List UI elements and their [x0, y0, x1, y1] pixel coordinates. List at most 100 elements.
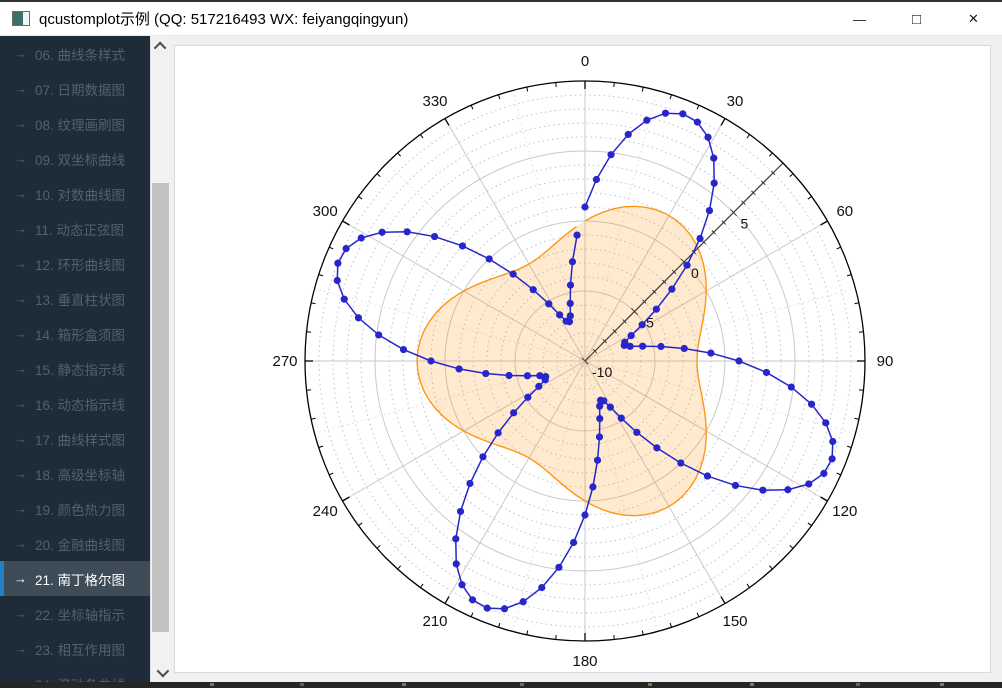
- data-point-marker: [679, 110, 687, 118]
- sidebar-item-label: 08. 纹理画刷图: [35, 117, 126, 133]
- arrow-icon: →: [14, 606, 27, 621]
- data-point-marker: [456, 507, 465, 516]
- sidebar-item-16[interactable]: → 16. 动态指示线: [0, 386, 150, 421]
- data-point-marker: [479, 453, 487, 461]
- data-point-marker: [529, 286, 537, 294]
- sidebar-item-label: 06. 曲线条样式: [35, 47, 126, 63]
- data-point-marker: [822, 419, 830, 427]
- sidebar-item-12[interactable]: → 12. 环形曲线图: [0, 246, 150, 281]
- radial-axis-tick: [652, 289, 657, 294]
- arrow-icon: →: [14, 46, 27, 61]
- data-point-marker: [657, 342, 665, 351]
- arrow-icon: →: [14, 641, 27, 656]
- arrow-icon: →: [14, 221, 27, 236]
- sidebar-item-14[interactable]: → 14. 箱形盒须图: [0, 316, 150, 351]
- angular-tick-label: 330: [422, 93, 447, 110]
- sidebar-item-06[interactable]: → 06. 曲线条样式: [0, 36, 150, 71]
- radial-axis-tick: [642, 299, 647, 304]
- angular-tick-label: 90: [877, 353, 894, 370]
- arrow-icon: →: [14, 501, 27, 516]
- data-point-marker: [523, 372, 532, 380]
- scroll-down-button[interactable]: [151, 662, 171, 682]
- arrow-icon: →: [14, 291, 27, 306]
- angular-subtick: [854, 417, 859, 420]
- window-controls: — □ ✕: [831, 2, 1002, 36]
- arrow-icon: →: [14, 256, 27, 271]
- sidebar-item-10[interactable]: → 10. 对数曲线图: [0, 176, 150, 211]
- data-point-marker: [458, 242, 467, 250]
- sidebar-item-08[interactable]: → 08. 纹理画刷图: [0, 106, 150, 141]
- sidebar-item-17[interactable]: → 17. 曲线样式图: [0, 421, 150, 456]
- sidebar-item-22[interactable]: → 22. 坐标轴指示: [0, 596, 150, 631]
- angular-tick: [342, 496, 350, 502]
- angular-subtick: [789, 173, 794, 178]
- sidebar-item-15[interactable]: → 15. 静态指示线: [0, 351, 150, 386]
- angular-subtick: [397, 152, 402, 157]
- scroll-up-button[interactable]: [151, 36, 171, 56]
- data-point-marker: [566, 312, 574, 320]
- data-point-marker: [596, 396, 605, 404]
- data-point-marker: [661, 109, 670, 117]
- data-point-marker: [683, 261, 691, 269]
- data-point-marker: [455, 365, 463, 373]
- sidebar-item-23[interactable]: → 23. 相互作用图: [0, 631, 150, 666]
- chevron-down-icon: [156, 664, 169, 677]
- sidebar-item-11[interactable]: → 11. 动态正弦图: [0, 211, 150, 246]
- radial-grid-circle: [374, 150, 796, 572]
- data-point-marker: [403, 228, 411, 236]
- data-point-marker: [829, 437, 837, 446]
- data-point-marker: [735, 357, 743, 365]
- data-point-marker: [509, 270, 517, 278]
- data-point-marker: [452, 560, 460, 568]
- angular-subtick: [358, 196, 363, 200]
- sidebar-item-13[interactable]: → 13. 垂直柱状图: [0, 281, 150, 316]
- sidebar-item-20[interactable]: → 20. 金融曲线图: [0, 526, 150, 561]
- angular-subtick: [854, 302, 859, 305]
- data-point-marker: [653, 444, 661, 452]
- sidebar-item-21[interactable]: → 21. 南丁格尔图: [0, 561, 150, 596]
- sidebar-item-label: 17. 曲线样式图: [35, 432, 126, 448]
- sidebar-item-19[interactable]: → 19. 颜色热力图: [0, 491, 150, 526]
- data-point-marker: [784, 486, 792, 494]
- sidebar-item-07[interactable]: → 07. 日期数据图: [0, 71, 150, 106]
- data-point-marker: [500, 605, 509, 613]
- angular-subtick: [318, 273, 324, 277]
- radial-axis-tick: [581, 357, 589, 365]
- angular-subtick: [696, 105, 700, 110]
- data-point-marker: [483, 604, 491, 612]
- data-point-marker: [705, 206, 714, 215]
- sidebar-item-09[interactable]: → 09. 双坐标曲线: [0, 141, 150, 176]
- data-point-marker: [680, 344, 688, 353]
- arrow-icon: →: [14, 81, 27, 96]
- angular-subtick: [696, 612, 700, 617]
- data-point-marker: [677, 459, 685, 467]
- data-point-marker: [581, 511, 589, 519]
- data-point-marker: [704, 133, 712, 141]
- angular-tick-label: 0: [581, 53, 589, 70]
- angular-subtick: [420, 134, 424, 139]
- angular-subtick: [358, 522, 363, 526]
- scrollbar-thumb[interactable]: [152, 183, 169, 632]
- angular-tick-label: 150: [722, 613, 747, 630]
- sidebar-item-label: 14. 箱形盒须图: [35, 327, 126, 343]
- data-point-marker: [638, 321, 646, 329]
- data-point-marker: [710, 154, 718, 162]
- close-button[interactable]: ✕: [968, 11, 979, 26]
- rose-curve-path: [336, 112, 834, 610]
- data-point-marker: [354, 314, 363, 322]
- chevron-up-icon: [153, 41, 166, 54]
- data-point-marker: [399, 345, 408, 354]
- sidebar-item-18[interactable]: → 18. 高级坐标轴: [0, 456, 150, 491]
- angular-tick-label: 270: [272, 353, 297, 370]
- angular-subtick: [397, 565, 402, 570]
- maximize-button[interactable]: □: [911, 10, 922, 28]
- sidebar-item-label: 11. 动态正弦图: [35, 222, 125, 238]
- angular-subtick: [329, 472, 334, 476]
- data-point-marker: [606, 403, 614, 411]
- sidebar-item-label: 09. 双坐标曲线: [35, 152, 126, 168]
- minimize-button[interactable]: —: [853, 11, 866, 27]
- sidebar-scrollbar[interactable]: [150, 36, 170, 688]
- arrow-icon: →: [14, 536, 27, 551]
